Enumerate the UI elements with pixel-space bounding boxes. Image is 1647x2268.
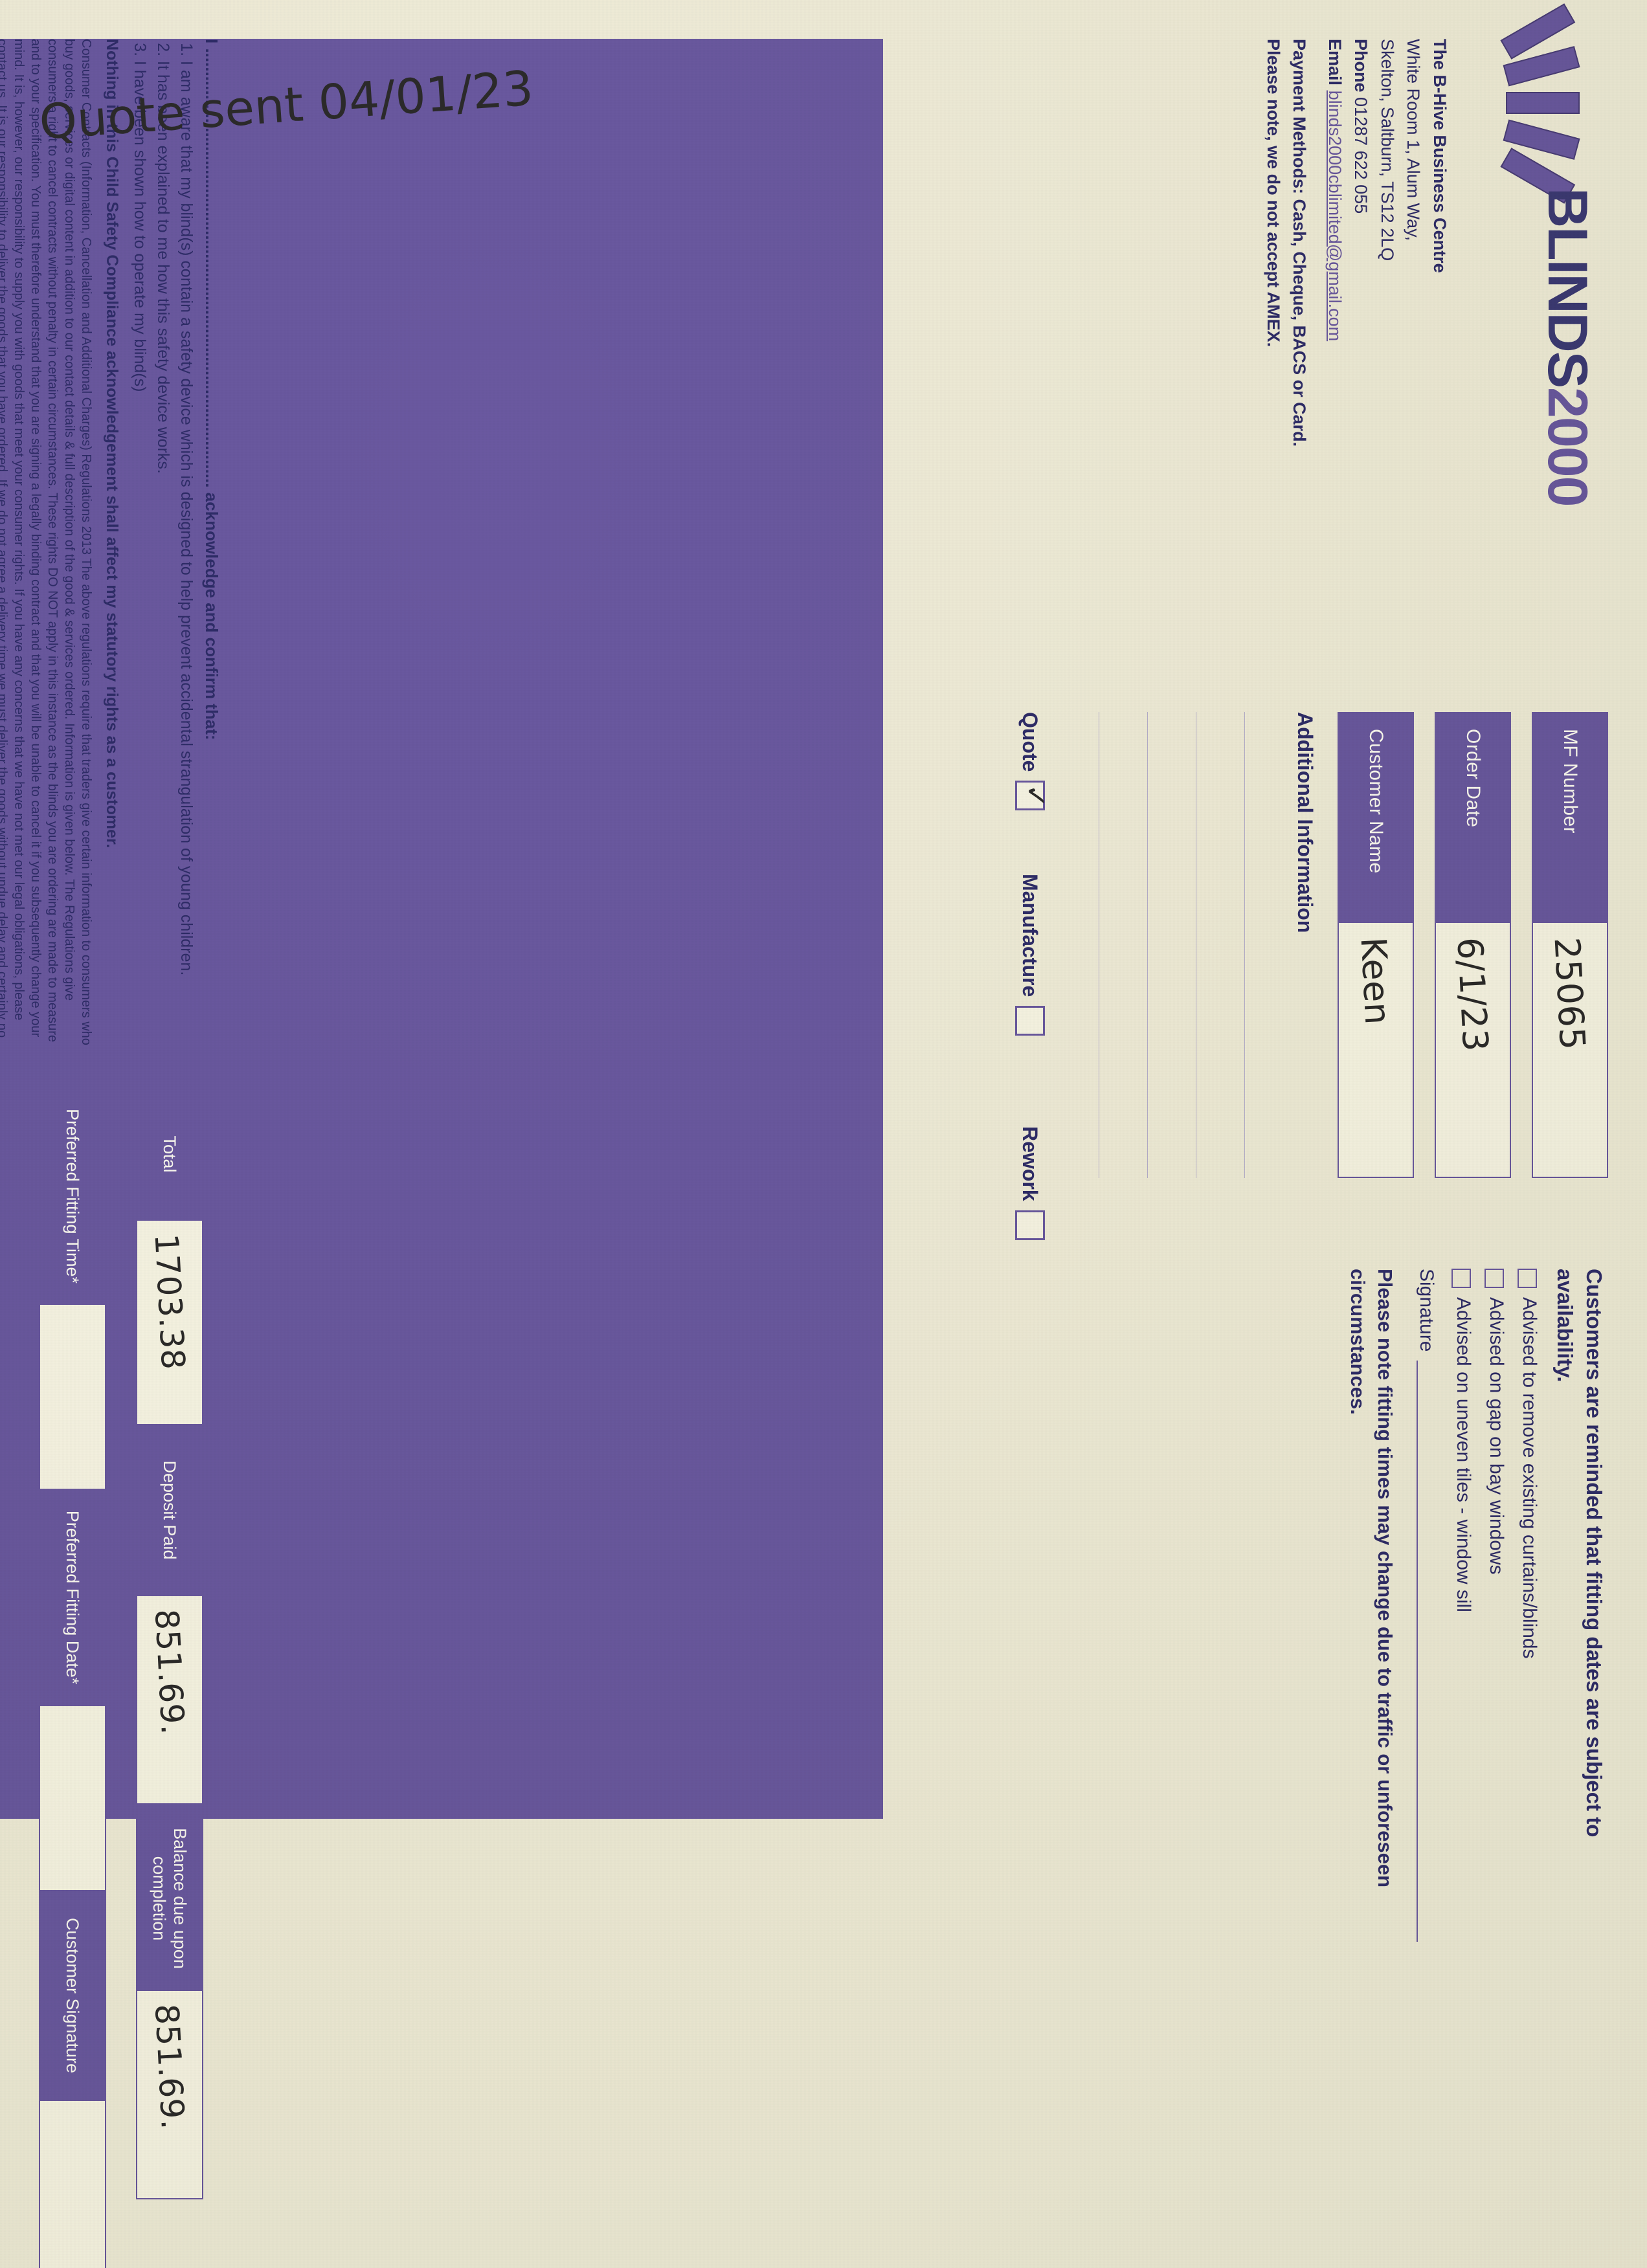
order-date-value-box[interactable]: 6/1/23 <box>1435 923 1511 1178</box>
col-price: Price <box>0 1669 883 1819</box>
balance-row[interactable]: Balance due upon completion 851.69. <box>136 1806 203 2199</box>
additional-information-line[interactable] <box>1147 712 1196 1178</box>
customer-name-field[interactable]: Customer Name Keen <box>1338 712 1414 1178</box>
advisory-checkbox[interactable] <box>1451 1269 1471 1288</box>
additional-information-line[interactable] <box>1244 712 1293 1178</box>
advisory-checkbox[interactable] <box>1484 1269 1504 1288</box>
legal-list-item: I have been shown how to operate my blin… <box>129 61 150 1049</box>
email-value[interactable]: blinds2000cblimited@gmail.com <box>1325 90 1345 342</box>
customer-name-label: Customer Name <box>1338 712 1414 923</box>
company-logo: BLINDS2000 <box>1472 3 1608 531</box>
email-label: Email <box>1325 39 1345 86</box>
logo-word-2000: 2000 <box>1536 387 1598 506</box>
order-date-label: Order Date <box>1435 712 1511 923</box>
preferred-date-label: Preferred Fitting Date* <box>39 1489 106 1706</box>
address-line-2: White Room 1, Alum Way, <box>1404 39 1424 241</box>
preferred-time-label: Preferred Fitting Time* <box>39 1087 106 1305</box>
deposit-label: Deposit Paid <box>136 1424 203 1596</box>
customer-name-value: Keen <box>1353 936 1398 1026</box>
logo-fan-icon <box>1500 3 1603 204</box>
balance-label: Balance due upon completion <box>136 1806 203 1991</box>
order-date-value: 6/1/23 <box>1449 936 1497 1053</box>
balance-value: 851.69. <box>147 2003 192 2131</box>
logo-wordmark: BLINDS2000 <box>1535 188 1599 506</box>
quote-checkbox-group[interactable]: Quote <box>1015 712 1045 811</box>
advisory-checkbox-label: Advised on uneven tiles - window sill <box>1452 1297 1474 1612</box>
advisory-checkbox[interactable] <box>1517 1269 1537 1288</box>
quote-label: Quote <box>1018 712 1042 772</box>
mf-number-label: MF Number <box>1532 712 1608 923</box>
advisory-signature-label: Signature <box>1415 1269 1437 1352</box>
manufacture-checkbox[interactable] <box>1015 1006 1045 1036</box>
preferred-date-value-box[interactable] <box>39 1706 106 1915</box>
col-controls: Controls <box>0 1115 883 1188</box>
additional-information-title: Additional Information <box>1294 712 1317 933</box>
payment-methods: Payment Methods: Cash, Cheque, BACS or C… <box>1290 39 1310 447</box>
phone-value: 01287 622 055 <box>1351 97 1371 214</box>
legal-consumer-contracts: Consumer Contracts (Information, Cancell… <box>0 39 93 1045</box>
phone-label: Phone <box>1351 39 1371 93</box>
address-line-1: The B-Hive Business Centre <box>1430 39 1450 273</box>
advisory-section: Customers are reminded that fitting date… <box>1344 1269 1608 1942</box>
preferred-time-value-box[interactable] <box>39 1305 106 1513</box>
advisory-checkbox-row[interactable]: Advised on uneven tiles - window sill <box>1451 1269 1474 1942</box>
preferred-time-row[interactable]: Preferred Fitting Time* <box>39 1087 106 1513</box>
total-row[interactable]: Total 1703.38 <box>136 1087 203 1429</box>
legal-statutory: Nothing in this Child Safety Compliance … <box>102 39 121 849</box>
total-value: 1703.38 <box>147 1232 192 1371</box>
deposit-value: 851.69. <box>147 1608 192 1736</box>
advisory-signature-row[interactable]: Signature <box>1415 1269 1437 1942</box>
mf-number-field[interactable]: MF Number 25065 <box>1532 712 1608 1178</box>
advisory-checkbox-row[interactable]: Advised to remove existing curtains/blin… <box>1517 1269 1540 1942</box>
additional-information-section: Additional Information <box>1099 712 1317 1178</box>
rework-checkbox[interactable] <box>1015 1210 1045 1240</box>
rework-checkbox-group[interactable]: Rework <box>1015 1126 1045 1240</box>
rework-label: Rework <box>1018 1126 1042 1201</box>
customer-signature-label: Customer Signature <box>39 1890 106 2101</box>
deposit-row[interactable]: Deposit Paid 851.69. <box>136 1424 203 1805</box>
advisory-signature-line[interactable] <box>1416 1361 1437 1942</box>
address-line-3: Skelton, Saltburn, TS12 2LQ <box>1378 39 1397 261</box>
legal-list-item: It has been explained to me how this saf… <box>152 61 174 1049</box>
col-bracket-type-colour: Bracket Type & Colour <box>0 1187 883 1292</box>
total-label: Total <box>136 1087 203 1221</box>
preferred-date-row[interactable]: Preferred Fitting Date* <box>39 1489 106 1915</box>
order-date-field[interactable]: Order Date 6/1/23 <box>1435 712 1511 1178</box>
additional-information-line[interactable] <box>1196 712 1244 1178</box>
col-draw: Draw <box>0 1050 883 1116</box>
company-address-block: The B-Hive Business Centre White Room 1,… <box>1260 39 1453 621</box>
legal-acknowledge: I ......................................… <box>202 39 221 740</box>
advisory-heading: Customers are reminded that fitting date… <box>1553 1269 1606 1838</box>
advisory-checkbox-label: Advised to remove existing curtains/blin… <box>1518 1297 1540 1659</box>
legal-list: I am aware that my blind(s) contain a sa… <box>129 61 197 1049</box>
mf-number-value: 25065 <box>1546 936 1594 1051</box>
customer-signature-value-box[interactable] <box>39 2101 106 2268</box>
customer-name-value-box[interactable]: Keen <box>1338 923 1414 1178</box>
legal-list-item: I am aware that my blind(s) contain a sa… <box>175 61 197 1049</box>
quote-checkbox[interactable] <box>1015 781 1045 811</box>
logo-word-blinds: BLINDS <box>1536 188 1598 388</box>
mf-number-value-box[interactable]: 25065 <box>1532 923 1608 1178</box>
advisory-checkbox-label: Advised on gap on bay windows <box>1485 1297 1507 1575</box>
payment-note: Please note, we do not accept AMEX. <box>1264 39 1283 348</box>
manufacture-label: Manufacture <box>1018 874 1042 997</box>
legal-section: I ......................................… <box>0 39 223 1049</box>
balance-value-box[interactable]: 851.69. <box>136 1991 203 2199</box>
advisory-note: Please note fitting times may change due… <box>1347 1269 1396 1888</box>
customer-signature-row[interactable]: Customer Signature <box>39 1890 106 2268</box>
additional-information-line[interactable] <box>1099 712 1147 1178</box>
col-control-length: Control Length <box>0 1571 883 1669</box>
total-value-box[interactable]: 1703.38 <box>136 1221 203 1429</box>
deposit-value-box[interactable]: 851.69. <box>136 1596 203 1805</box>
manufacture-checkbox-group[interactable]: Manufacture <box>1015 874 1045 1036</box>
col-room: Room <box>0 1395 883 1572</box>
col-venetian-slat-size: Venetian Slat Size <box>0 1291 883 1396</box>
advisory-checkbox-row[interactable]: Advised on gap on bay windows <box>1484 1269 1507 1942</box>
